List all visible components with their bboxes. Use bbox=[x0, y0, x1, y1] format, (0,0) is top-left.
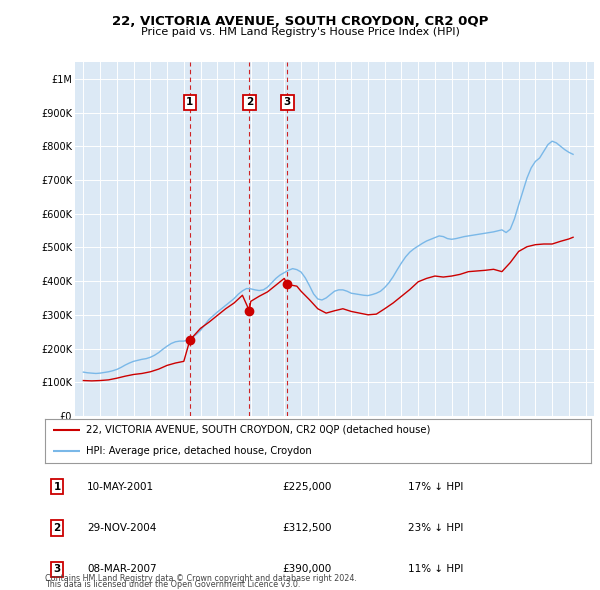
Text: 29-NOV-2004: 29-NOV-2004 bbox=[87, 523, 157, 533]
Text: 23% ↓ HPI: 23% ↓ HPI bbox=[408, 523, 463, 533]
Text: 3: 3 bbox=[284, 97, 291, 107]
Text: Contains HM Land Registry data © Crown copyright and database right 2024.: Contains HM Land Registry data © Crown c… bbox=[45, 574, 357, 583]
Text: £390,000: £390,000 bbox=[282, 565, 331, 574]
Text: 22, VICTORIA AVENUE, SOUTH CROYDON, CR2 0QP (detached house): 22, VICTORIA AVENUE, SOUTH CROYDON, CR2 … bbox=[86, 425, 430, 435]
Text: 3: 3 bbox=[53, 565, 61, 574]
Text: 1: 1 bbox=[53, 482, 61, 491]
Text: 08-MAR-2007: 08-MAR-2007 bbox=[87, 565, 157, 574]
Text: Price paid vs. HM Land Registry's House Price Index (HPI): Price paid vs. HM Land Registry's House … bbox=[140, 27, 460, 37]
Text: This data is licensed under the Open Government Licence v3.0.: This data is licensed under the Open Gov… bbox=[45, 580, 301, 589]
Text: 22, VICTORIA AVENUE, SOUTH CROYDON, CR2 0QP: 22, VICTORIA AVENUE, SOUTH CROYDON, CR2 … bbox=[112, 15, 488, 28]
Text: 11% ↓ HPI: 11% ↓ HPI bbox=[408, 565, 463, 574]
Text: £312,500: £312,500 bbox=[282, 523, 331, 533]
Text: £225,000: £225,000 bbox=[282, 482, 331, 491]
Text: 2: 2 bbox=[245, 97, 253, 107]
Text: 2: 2 bbox=[53, 523, 61, 533]
Text: 17% ↓ HPI: 17% ↓ HPI bbox=[408, 482, 463, 491]
Text: HPI: Average price, detached house, Croydon: HPI: Average price, detached house, Croy… bbox=[86, 446, 312, 455]
Text: 1: 1 bbox=[186, 97, 193, 107]
Text: 10-MAY-2001: 10-MAY-2001 bbox=[87, 482, 154, 491]
